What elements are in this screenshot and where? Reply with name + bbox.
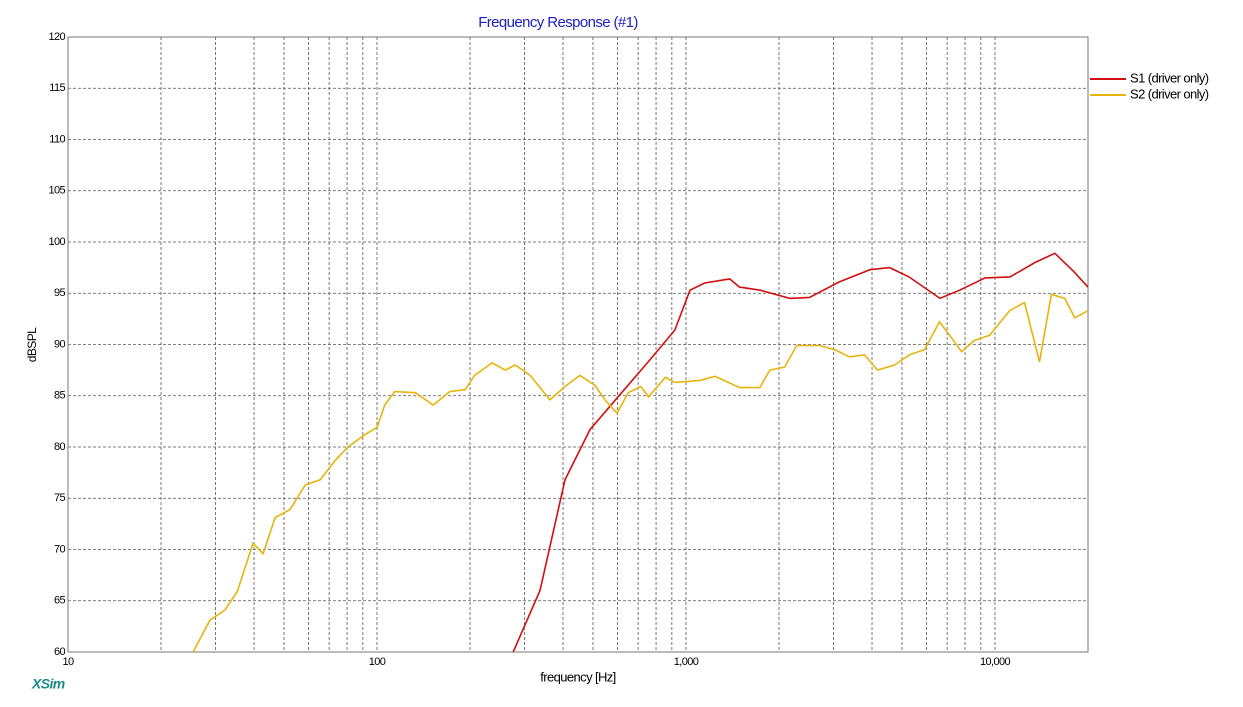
y-tick-label: 70 [54, 543, 66, 555]
chart-title: Frequency Response (#1) [478, 14, 638, 31]
legend-label: S2 (driver only) [1130, 86, 1209, 101]
plot-frame [67, 36, 1089, 653]
series-line [192, 293, 1089, 653]
series-line [512, 252, 1089, 653]
x-tick-label: 10,000 [980, 656, 1011, 668]
y-tick-label: 75 [54, 492, 66, 504]
y-tick-label: 90 [54, 338, 66, 350]
y-axis-label: dBSPL [25, 327, 39, 362]
x-tick-label: 1,000 [674, 656, 699, 668]
y-tick-label: 95 [54, 287, 66, 299]
y-tick-label: 100 [48, 236, 65, 248]
y-tick-label: 115 [49, 82, 65, 94]
x-tick-label: 10 [62, 656, 74, 668]
y-tick-label: 120 [48, 31, 65, 43]
x-axis-label: frequency [Hz] [540, 669, 615, 684]
y-tick-label: 60 [54, 646, 66, 658]
x-tick-label: 100 [369, 656, 386, 668]
y-tick-label: 65 [54, 595, 66, 607]
logo: XSim [31, 676, 65, 692]
y-tick-label: 105 [48, 185, 65, 197]
y-tick-label: 110 [49, 133, 65, 145]
legend-label: S1 (driver only) [1130, 70, 1209, 85]
y-tick-label: 80 [54, 441, 66, 453]
y-tick-label: 85 [54, 390, 66, 402]
